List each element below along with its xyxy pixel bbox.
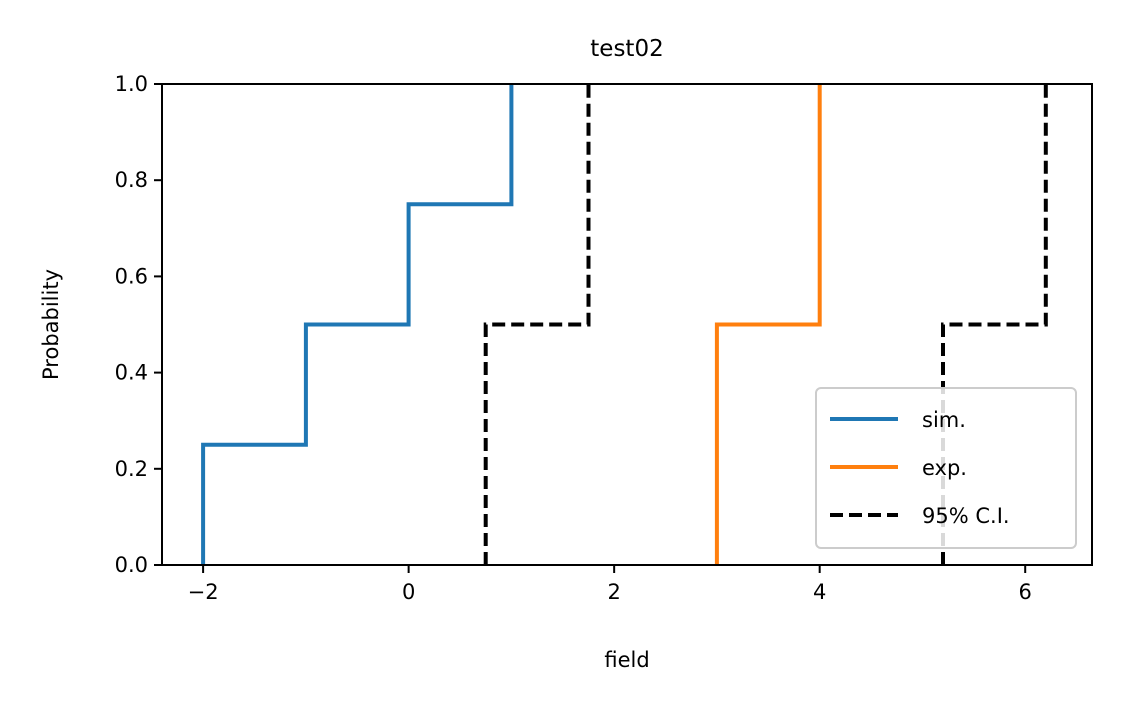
series-line-1 [714, 84, 822, 565]
y-tick-label: 1.0 [115, 72, 148, 96]
x-tick-label: 2 [607, 580, 620, 604]
x-tick-label: 6 [1019, 580, 1032, 604]
series-line-2-0 [483, 84, 591, 565]
legend: sim. exp. 95% C.I. [815, 387, 1077, 549]
y-tick-label: 0.8 [115, 168, 148, 192]
x-axis-label: field [604, 648, 649, 672]
y-tick-label: 0.6 [115, 264, 148, 288]
legend-label: 95% C.I. [922, 504, 1010, 528]
x-tick-label: 0 [402, 580, 415, 604]
x-axis: −2 0 2 4 6 [188, 565, 1032, 604]
y-axis-label: Probability [39, 269, 63, 380]
legend-box [815, 387, 1077, 549]
x-tick-label: −2 [188, 580, 219, 604]
y-tick-label: 0.0 [115, 553, 148, 577]
x-tick-label: 4 [813, 580, 826, 604]
legend-label: sim. [922, 408, 966, 432]
y-axis: 0.0 0.2 0.4 0.6 0.8 1.0 [115, 72, 162, 577]
chart-title: test02 [590, 36, 663, 62]
plot-frame [161, 83, 1093, 566]
legend-label: exp. [922, 456, 967, 480]
y-tick-label: 0.4 [115, 361, 148, 385]
y-tick-label: 0.2 [115, 457, 148, 481]
series-line-0 [201, 84, 514, 565]
